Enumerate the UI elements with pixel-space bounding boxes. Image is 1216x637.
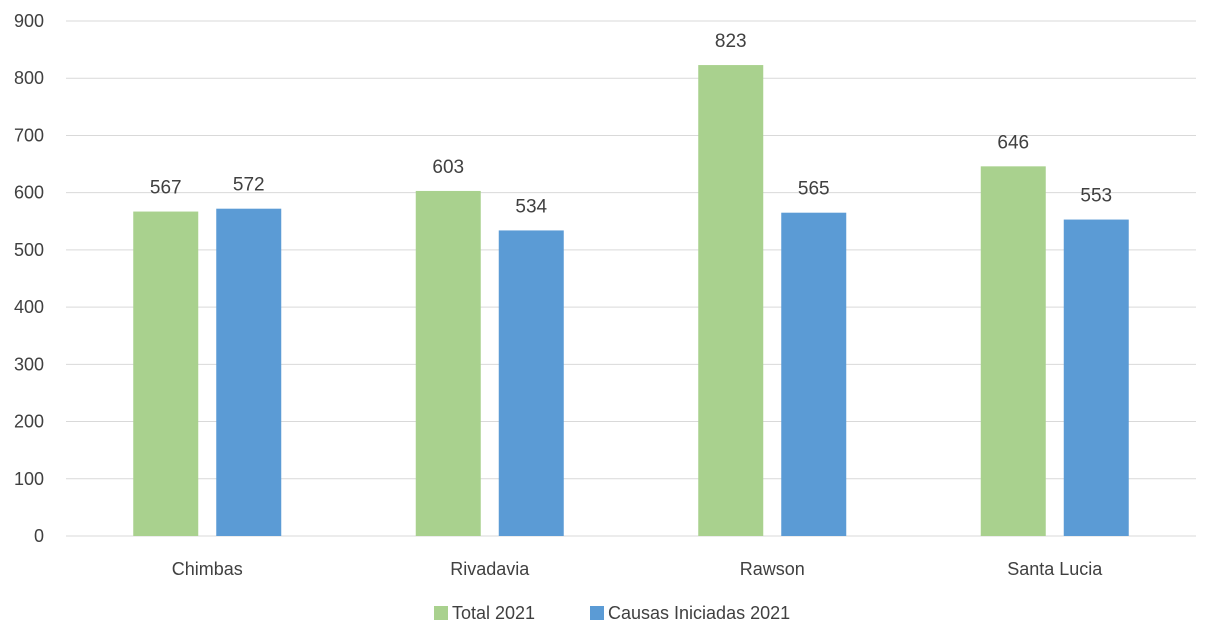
- x-axis-category-labels: Chimbas Rivadavia Rawson Santa Lucia: [172, 559, 1104, 579]
- legend-swatch: [434, 606, 448, 620]
- y-tick-label: 200: [14, 412, 44, 432]
- y-tick-label: 300: [14, 354, 44, 374]
- bars: [133, 65, 1129, 537]
- x-category-label: Santa Lucia: [1007, 559, 1103, 579]
- x-category-label: Rawson: [740, 559, 805, 579]
- legend-swatch: [590, 606, 604, 620]
- bar: [698, 65, 764, 537]
- legend-label: Causas Iniciadas 2021: [608, 603, 790, 623]
- y-tick-label: 700: [14, 125, 44, 145]
- y-tick-label: 900: [14, 11, 44, 31]
- data-label: 534: [515, 196, 547, 217]
- bar: [781, 212, 847, 536]
- bar: [498, 230, 564, 536]
- y-axis-tick-labels: 0 100 200 300 400 500 600 700 800 900: [14, 11, 44, 546]
- y-tick-label: 600: [14, 183, 44, 203]
- data-label: 603: [432, 157, 464, 178]
- data-label: 646: [997, 132, 1029, 153]
- legend: Total 2021 Causas Iniciadas 2021: [434, 603, 790, 623]
- bar: [133, 211, 199, 537]
- legend-label: Total 2021: [452, 603, 535, 623]
- data-label: 572: [233, 175, 265, 196]
- y-tick-label: 400: [14, 297, 44, 317]
- data-label: 565: [798, 179, 830, 200]
- y-tick-label: 100: [14, 469, 44, 489]
- y-tick-label: 800: [14, 68, 44, 88]
- data-label: 823: [715, 31, 747, 52]
- data-labels: 567 572 603 534 823 565 646 553: [150, 31, 1112, 217]
- data-label: 567: [150, 178, 182, 199]
- bar: [415, 190, 481, 536]
- bar: [1063, 219, 1129, 537]
- data-label: 553: [1080, 186, 1112, 207]
- x-category-label: Chimbas: [172, 559, 243, 579]
- x-category-label: Rivadavia: [450, 559, 530, 579]
- bar: [216, 208, 282, 536]
- y-tick-label: 0: [34, 526, 44, 546]
- bar: [980, 166, 1046, 536]
- y-tick-label: 500: [14, 240, 44, 260]
